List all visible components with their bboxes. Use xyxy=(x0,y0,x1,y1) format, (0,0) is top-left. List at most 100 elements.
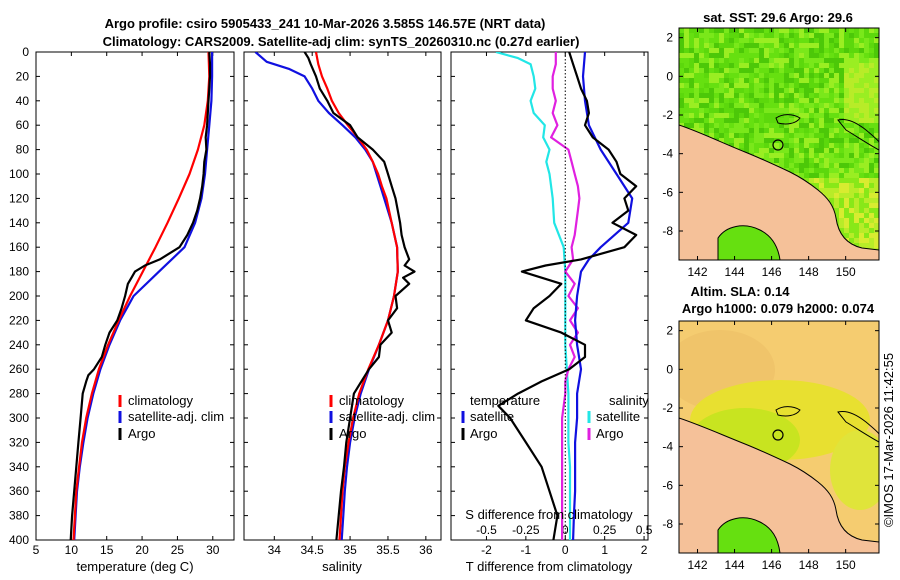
sst-cell xyxy=(679,53,684,58)
sst-cell xyxy=(784,118,789,123)
sst-cell xyxy=(799,68,804,73)
sst-cell xyxy=(729,53,734,58)
sst-cell xyxy=(849,63,854,68)
sst-cell xyxy=(859,63,864,68)
sst-cell xyxy=(714,78,719,83)
sst-cell xyxy=(844,208,849,213)
sst-cell xyxy=(739,133,744,138)
sst-cell xyxy=(804,118,809,123)
sst-cell xyxy=(869,178,874,183)
sst-cell xyxy=(779,133,784,138)
sst-cell xyxy=(739,103,744,108)
sst-cell xyxy=(834,188,839,193)
sst-cell xyxy=(789,158,794,163)
sst-cell xyxy=(854,138,859,143)
sst-cell xyxy=(819,148,824,153)
sst-cell xyxy=(864,63,869,68)
sst-cell xyxy=(744,33,749,38)
sst-cell xyxy=(849,108,854,113)
sst-cell xyxy=(759,78,764,83)
sst-cell xyxy=(684,83,689,88)
sst-cell xyxy=(814,98,819,103)
sst-cell xyxy=(759,113,764,118)
sst-cell xyxy=(794,108,799,113)
sst-cell xyxy=(859,108,864,113)
sst-cell xyxy=(819,138,824,143)
sst-cell xyxy=(789,128,794,133)
sst-cell xyxy=(679,33,684,38)
sst-cell xyxy=(849,148,854,153)
x-tick-label: 0.5 xyxy=(636,523,653,537)
sst-cell xyxy=(704,123,709,128)
sst-cell xyxy=(864,73,869,78)
sst-cell xyxy=(869,113,874,118)
sst-cell xyxy=(854,78,859,83)
sst-cell xyxy=(709,103,714,108)
sst-cell xyxy=(769,108,774,113)
sst-cell xyxy=(814,163,819,168)
sst-cell xyxy=(774,133,779,138)
sst-cell xyxy=(699,63,704,68)
sst-cell xyxy=(739,58,744,63)
sst-cell xyxy=(709,28,714,33)
sst-cell xyxy=(844,88,849,93)
sst-cell xyxy=(864,78,869,83)
map-x-tick-label: 148 xyxy=(799,558,819,572)
sst-cell xyxy=(824,143,829,148)
sst-cell xyxy=(869,218,874,223)
sst-cell xyxy=(869,203,874,208)
sst-cell xyxy=(874,128,879,133)
legend-label-t-argo: Argo xyxy=(470,426,497,441)
sst-cell xyxy=(874,223,879,228)
sst-cell xyxy=(724,108,729,113)
sst-cell xyxy=(794,118,799,123)
sst-cell xyxy=(819,33,824,38)
sst-cell xyxy=(869,28,874,33)
sst-cell xyxy=(719,28,724,33)
sst-cell xyxy=(869,103,874,108)
sst-cell xyxy=(829,183,834,188)
difference-x-axis: -2 -1 0 1 2 -0.5 -0.25 0 0.25 0.5 xyxy=(476,52,653,557)
land-mass-new-guinea xyxy=(679,124,879,260)
sst-cell xyxy=(809,168,814,173)
sst-cell xyxy=(814,118,819,123)
sst-cell xyxy=(744,128,749,133)
sst-cell xyxy=(829,103,834,108)
sst-cell xyxy=(844,123,849,128)
sst-cell xyxy=(719,123,724,128)
sst-cell xyxy=(724,83,729,88)
sst-cell xyxy=(869,123,874,128)
sst-cell xyxy=(809,158,814,163)
sst-map-title: sat. SST: 29.6 Argo: 29.6 xyxy=(703,10,853,25)
sst-cell xyxy=(834,53,839,58)
sst-cell xyxy=(859,33,864,38)
sst-cell xyxy=(759,58,764,63)
sst-cell xyxy=(829,33,834,38)
sst-cell xyxy=(869,78,874,83)
sst-cell xyxy=(689,63,694,68)
sst-cell xyxy=(874,208,879,213)
sst-cell xyxy=(814,183,819,188)
sst-cell xyxy=(834,93,839,98)
sst-cell xyxy=(819,58,824,63)
x-tick-label: 35.5 xyxy=(376,543,400,557)
sst-cell xyxy=(834,73,839,78)
sst-cell xyxy=(724,88,729,93)
sst-cell xyxy=(859,218,864,223)
sst-cell xyxy=(714,108,719,113)
sst-cell xyxy=(749,123,754,128)
sst-cell xyxy=(859,103,864,108)
sst-cell xyxy=(694,73,699,78)
sst-cell xyxy=(679,63,684,68)
sst-cell xyxy=(874,198,879,203)
sst-cell xyxy=(779,123,784,128)
sst-cell xyxy=(714,43,719,48)
sst-cell xyxy=(809,68,814,73)
sst-cell xyxy=(719,53,724,58)
sst-cell xyxy=(694,113,699,118)
sst-cell xyxy=(769,78,774,83)
sst-cell xyxy=(754,68,759,73)
x-tick-label: 34 xyxy=(268,543,282,557)
sst-cell xyxy=(874,203,879,208)
sst-cell xyxy=(729,103,734,108)
